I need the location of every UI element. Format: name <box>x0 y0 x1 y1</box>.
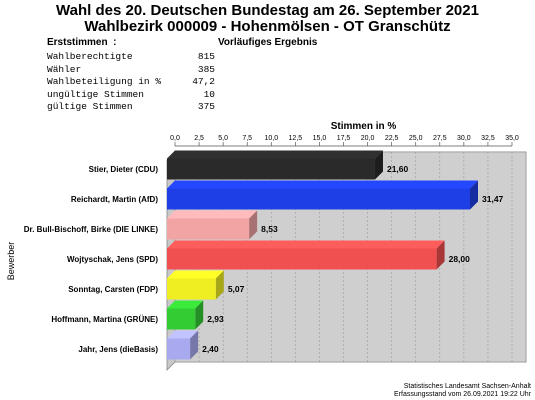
bar-side-face <box>436 240 445 270</box>
page-title: Wahl des 20. Deutschen Bundestag am 26. … <box>56 2 479 19</box>
bar-value-label: 28,00 <box>449 254 471 264</box>
bar-side-face <box>374 150 383 180</box>
stat-value: 375 <box>197 101 215 113</box>
bar-side-face <box>215 270 224 300</box>
footer-source: Statistisches Landesamt Sachsen-Anhalt <box>403 383 531 390</box>
x-tick-label: 0,0 <box>170 135 180 142</box>
category-label: Wojtyschak, Jens (SPD) <box>67 255 158 264</box>
x-tick-label: 17,5 <box>337 135 351 142</box>
bar <box>167 188 471 210</box>
stat-label: gültige Stimmen <box>47 101 133 113</box>
x-tick-label: 30,0 <box>457 135 471 142</box>
category-label: Stier, Dieter (CDU) <box>89 165 159 174</box>
stat-row-gueltige: gültige Stimmen 375 <box>47 101 215 114</box>
stat-label: Wähler <box>47 63 82 75</box>
category-label: Hoffmann, Martina (GRÜNE) <box>51 315 158 324</box>
bar <box>167 158 375 180</box>
x-tick-label: 32,5 <box>481 135 495 142</box>
category-label: Sonntag, Carsten (FDP) <box>68 285 158 294</box>
result-status-heading: Vorläufiges Ergebnis <box>218 37 318 48</box>
bar-top-face <box>167 270 224 279</box>
bar-top-face <box>167 150 383 159</box>
bar-side-face <box>470 180 479 210</box>
bar-value-label: 21,60 <box>387 164 409 174</box>
bar-value-label: 31,47 <box>482 194 504 204</box>
x-tick-label: 20,0 <box>361 135 375 142</box>
bar <box>167 248 437 270</box>
x-tick-label: 35,0 <box>505 135 519 142</box>
bar <box>167 308 196 330</box>
page-subtitle: Wahlbezirk 000009 - Hohenmölsen - OT Gra… <box>84 18 451 35</box>
category-label: Dr. Bull-Bischoff, Birke (DIE LINKE) <box>24 225 159 234</box>
stat-row-waehler: Wähler 385 <box>47 64 215 77</box>
stat-label: Wahlberechtigte <box>47 51 133 62</box>
bar-top-face <box>167 240 445 249</box>
bar <box>167 218 250 240</box>
y-axis-label: Bewerber <box>6 242 16 281</box>
erststimmen-heading: Erststimmen : <box>47 37 117 48</box>
bar-top-face <box>167 330 199 339</box>
bar-value-label: 2,40 <box>202 344 219 354</box>
stat-row-ungueltige: ungültige Stimmen 10 <box>47 89 215 102</box>
bar-side-face <box>249 210 258 240</box>
stats-table: Wahlberechtigte 815 Wähler 385 Wahlbetei… <box>47 51 215 114</box>
stat-label: ungültige Stimmen <box>47 88 144 100</box>
stat-row-wahlbeteiligung: Wahlbeteiligung in % 47,2 <box>47 76 215 89</box>
x-tick-label: 5,0 <box>218 135 228 142</box>
footer-timestamp: Erfassungsstand vom 26.09.2021 19:22 Uhr <box>394 391 531 398</box>
x-axis-label: Stimmen in % <box>331 121 397 132</box>
bar <box>167 338 191 360</box>
x-tick-label: 10,0 <box>264 135 278 142</box>
stat-label: Wahlbeteiligung in % <box>47 76 162 88</box>
bar-top-face <box>167 180 479 189</box>
x-tick-label: 12,5 <box>289 135 303 142</box>
bar-top-face <box>167 210 258 219</box>
x-tick-label: 27,5 <box>433 135 447 142</box>
bar-value-label: 2,93 <box>207 314 224 324</box>
x-tick-label: 2,5 <box>194 135 204 142</box>
bar-value-label: 5,07 <box>228 284 245 294</box>
stat-value: 815 <box>197 51 215 62</box>
category-label: Reichardt, Martin (AfD) <box>71 195 158 204</box>
x-tick-label: 7,5 <box>242 135 252 142</box>
stat-row-wahlberechtigte: Wahlberechtigte 815 <box>47 51 215 64</box>
stat-value: 385 <box>197 63 215 75</box>
x-tick-label: 15,0 <box>313 135 327 142</box>
stat-value: 10 <box>203 88 215 100</box>
x-tick-label: 25,0 <box>409 135 423 142</box>
bar-value-label: 8,53 <box>261 224 278 234</box>
category-label: Jahr, Jens (dieBasis) <box>78 345 158 354</box>
bar-side-face <box>190 330 199 360</box>
stat-value: 47,2 <box>192 76 215 88</box>
bar <box>167 278 216 300</box>
x-tick-label: 22,5 <box>385 135 399 142</box>
bar-side-face <box>195 300 204 330</box>
bar-top-face <box>167 300 204 309</box>
